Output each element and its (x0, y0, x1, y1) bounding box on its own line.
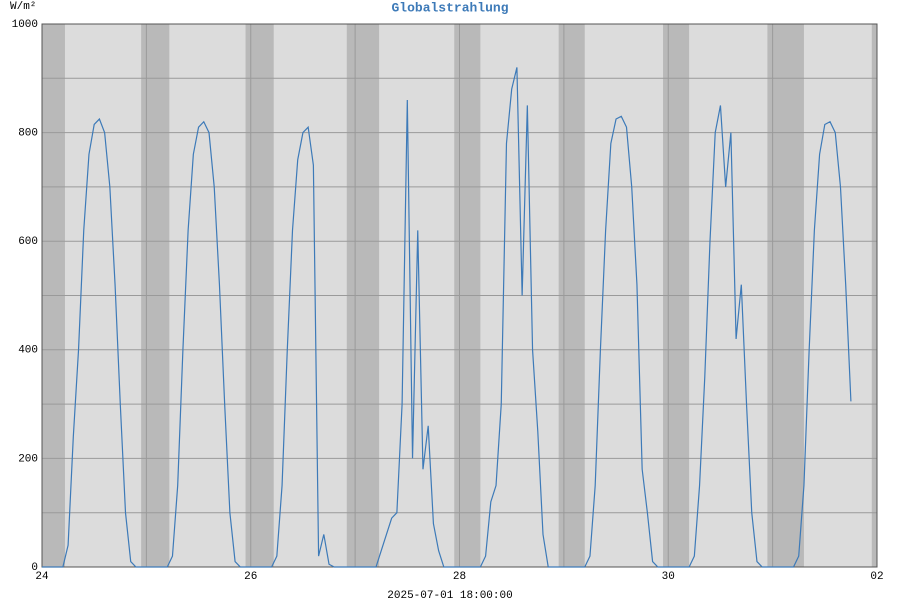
x-tick-label: 30 (662, 571, 675, 583)
y-axis-label: W/m² (10, 1, 36, 13)
x-tick-label: 28 (453, 571, 466, 583)
data-line (42, 67, 852, 568)
x-tick-label: 02 (870, 571, 883, 583)
y-tick-label: 400 (18, 345, 38, 357)
y-tick-label: 800 (18, 128, 38, 140)
x-tick-label: 26 (244, 571, 257, 583)
y-tick-label: 1000 (12, 19, 38, 31)
y-tick-label: 0 (31, 562, 38, 574)
y-tick-label: 600 (18, 236, 38, 248)
x-axis-label: 2025-07-01 18:00:00 (387, 590, 512, 600)
x-tick-label: 24 (35, 571, 49, 583)
y-tick-label: 200 (18, 453, 38, 465)
chart-title: Globalstrahlung (391, 0, 508, 15)
